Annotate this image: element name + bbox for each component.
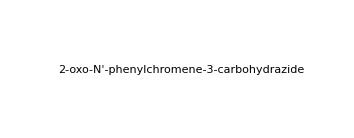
Text: 2-oxo-N'-phenylchromene-3-carbohydrazide: 2-oxo-N'-phenylchromene-3-carbohydrazide (58, 65, 304, 75)
